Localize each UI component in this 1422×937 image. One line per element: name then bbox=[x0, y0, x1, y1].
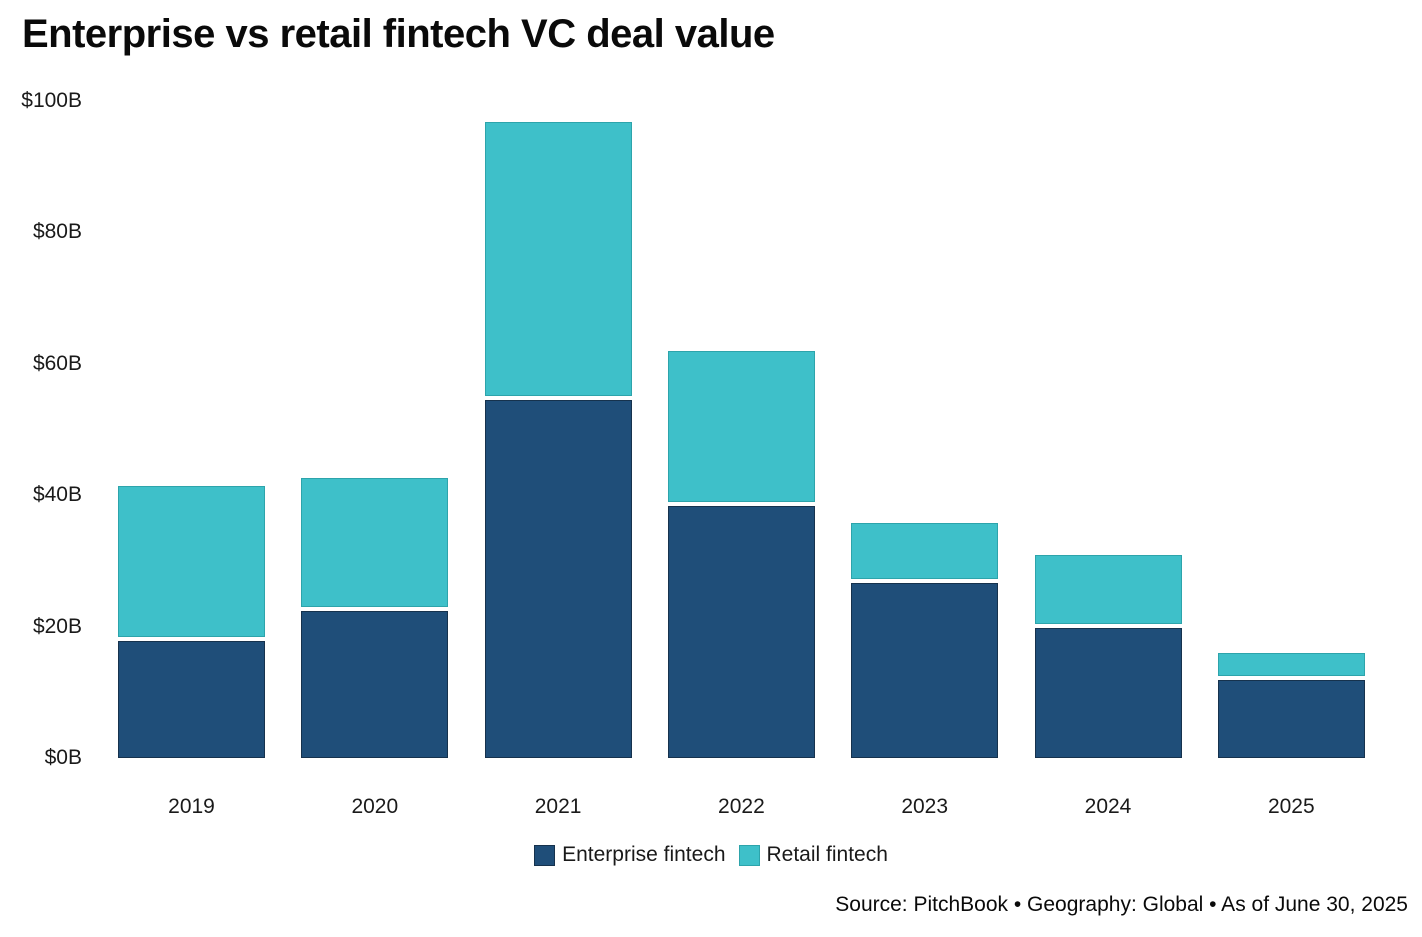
x-tick-label-2024: 2024 bbox=[1084, 795, 1132, 818]
bar-2022-enterprise-segment bbox=[667, 506, 815, 758]
y-tick-label-40: $40B bbox=[32, 483, 82, 506]
x-tick-label-2021: 2021 bbox=[534, 795, 582, 818]
x-tick-label-2019: 2019 bbox=[168, 795, 215, 818]
bar-2021-retail-segment bbox=[484, 121, 632, 397]
source-caption: Source: PitchBook • Geography: Global • … bbox=[835, 893, 1408, 916]
bar-2019-retail-segment bbox=[118, 485, 265, 637]
bar-2023-enterprise-segment bbox=[851, 583, 999, 758]
y-tick-label-80: $80B bbox=[32, 220, 82, 243]
legend-item-1: Retail fintech bbox=[738, 843, 888, 867]
legend-label: Retail fintech bbox=[766, 843, 888, 866]
bar-2019-enterprise-segment bbox=[118, 640, 265, 758]
y-tick-label-20: $20B bbox=[32, 614, 82, 638]
y-tick-label-0: $0B bbox=[44, 746, 82, 769]
x-tick-label-2020: 2020 bbox=[351, 795, 399, 818]
bar-2020-enterprise-segment bbox=[301, 610, 449, 758]
x-tick-label-2025: 2025 bbox=[1267, 795, 1315, 818]
legend-label: Enterprise fintech bbox=[562, 843, 726, 866]
chart-title: Enterprise vs retail fintech VC deal val… bbox=[22, 12, 775, 56]
y-tick-label-100: $100B bbox=[21, 88, 82, 112]
bar-2024-enterprise-segment bbox=[1034, 628, 1182, 758]
x-tick-label-2022: 2022 bbox=[718, 795, 765, 818]
legend: Enterprise fintech Retail fintech bbox=[0, 843, 1422, 867]
bar-2021-enterprise-segment bbox=[484, 400, 632, 758]
x-tick-label-2023: 2023 bbox=[901, 795, 949, 818]
legend-swatch-icon bbox=[534, 844, 556, 866]
y-tick-label-60: $60B bbox=[32, 351, 82, 375]
bar-2024-retail-segment bbox=[1034, 554, 1182, 625]
bar-2025-retail-segment bbox=[1217, 653, 1365, 676]
bar-2023-retail-segment bbox=[851, 523, 999, 580]
bar-2025-enterprise-segment bbox=[1217, 679, 1365, 758]
legend-item-0: Enterprise fintech bbox=[534, 843, 726, 867]
legend-swatch-icon bbox=[738, 844, 760, 866]
bar-2020-retail-segment bbox=[301, 477, 449, 607]
bar-2022-retail-segment bbox=[667, 351, 815, 503]
